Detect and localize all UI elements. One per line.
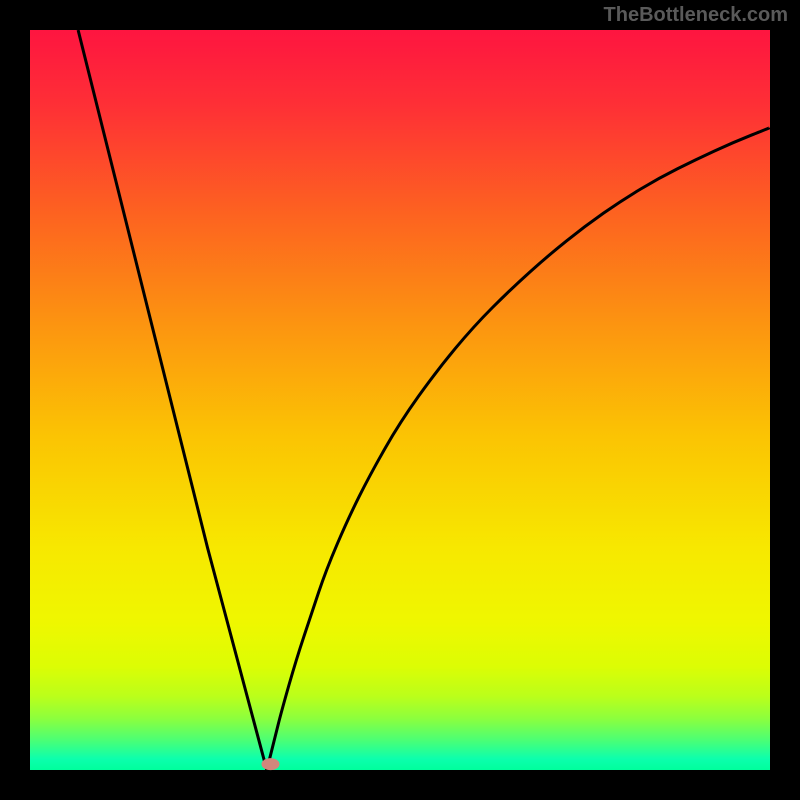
bottleneck-chart [0, 0, 800, 800]
minimum-marker [262, 758, 280, 770]
watermark-text: TheBottleneck.com [604, 4, 788, 27]
chart-container: TheBottleneck.com [0, 0, 800, 800]
plot-background [30, 30, 770, 770]
